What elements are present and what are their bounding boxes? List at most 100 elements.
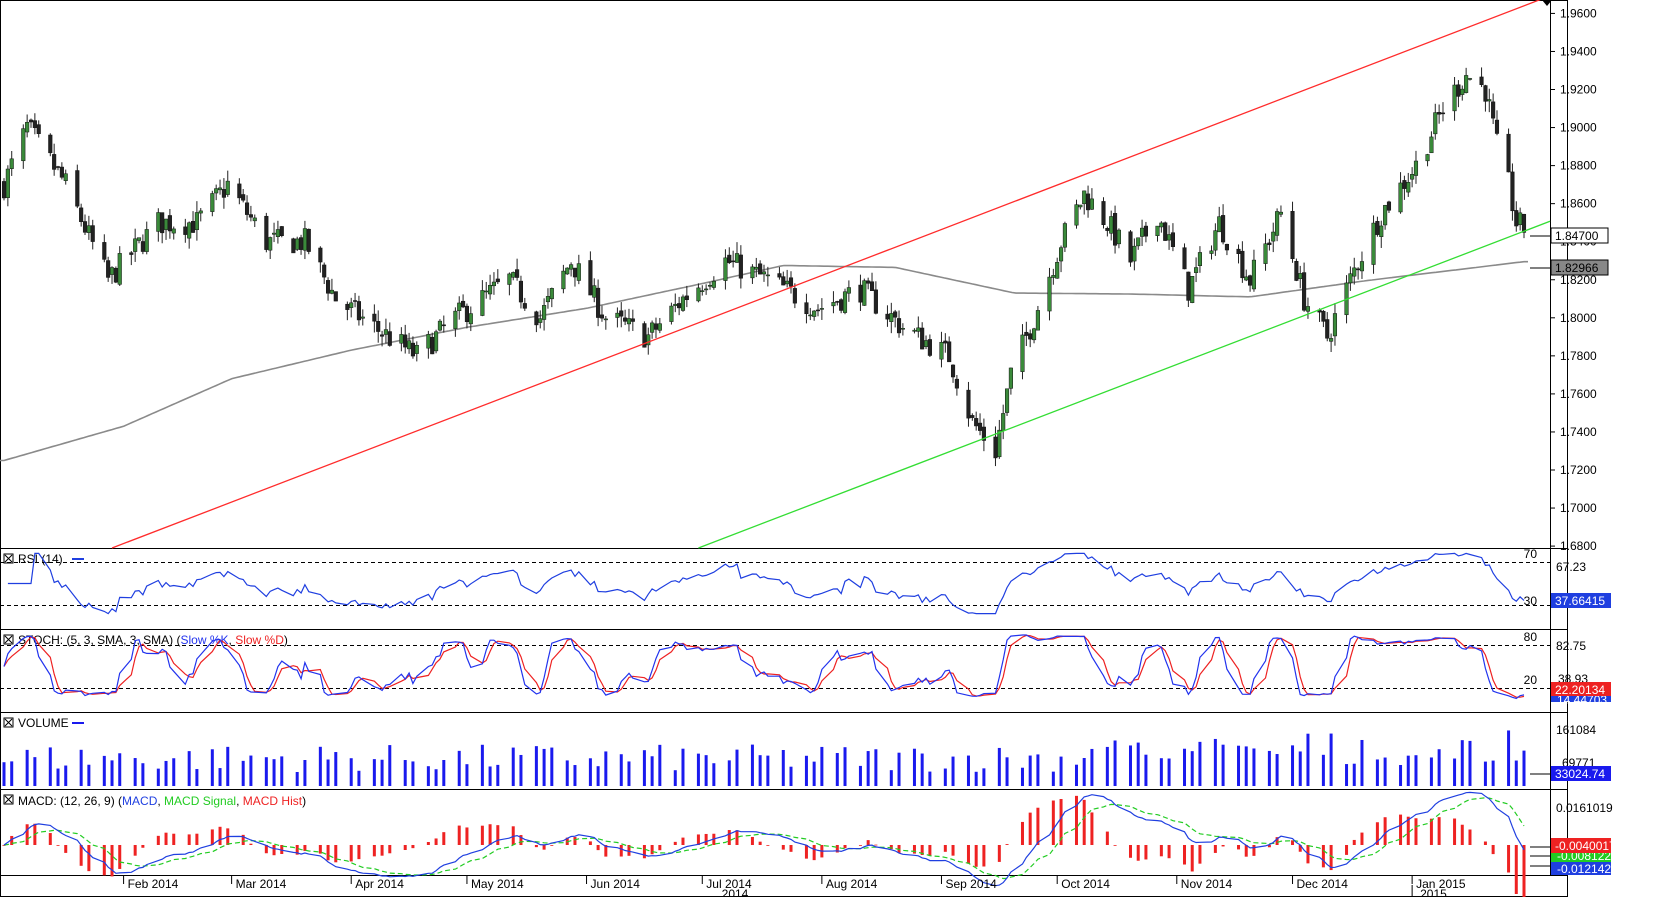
candle-body	[268, 237, 273, 251]
volume-bar	[10, 761, 14, 786]
macd-hist-bar	[750, 836, 754, 845]
candle-body	[561, 270, 566, 290]
volume-bar	[812, 761, 816, 786]
volume-bar	[1352, 763, 1356, 786]
macd-hist-bar	[411, 845, 415, 849]
macd-hist-bar	[627, 845, 631, 856]
volume-bar	[966, 755, 970, 786]
candle-body	[59, 166, 64, 178]
macd-signal-line	[3, 797, 1525, 880]
candle-body	[484, 290, 489, 293]
candle-body	[1379, 225, 1384, 237]
volume-bar	[596, 766, 600, 786]
macd-hist-bar	[496, 825, 500, 845]
candle-body	[684, 295, 689, 301]
candle-body	[5, 168, 10, 198]
volume-bar	[735, 749, 739, 786]
volume-bar	[295, 772, 299, 786]
price-tick-label: 1.8800	[1560, 159, 1597, 173]
candle-body	[295, 238, 300, 250]
candle-body	[1440, 112, 1446, 115]
candle-body	[79, 207, 84, 222]
candle-body	[160, 212, 165, 234]
candle-body	[808, 314, 813, 317]
candle-body	[387, 331, 392, 346]
volume-bar	[496, 764, 500, 786]
candle-body	[1062, 223, 1067, 248]
macd-hist-bar	[303, 845, 307, 851]
candle-body	[376, 321, 381, 332]
candle-body	[1194, 267, 1199, 273]
candle-body	[545, 296, 551, 303]
last-price-tag: 1.84700	[1530, 227, 1609, 244]
stoch-k-line	[3, 634, 1525, 700]
volume-bar	[141, 763, 145, 786]
candle-body	[48, 134, 53, 154]
macd-hist-bar	[480, 825, 484, 845]
macd-hist-bar	[2, 845, 6, 846]
macd-hist-bar	[1437, 817, 1441, 845]
candle-body	[603, 318, 608, 321]
macd-hist-bar	[334, 845, 338, 863]
macd-hist-bar	[789, 845, 793, 852]
x-year-label: 2014	[722, 887, 749, 897]
candle-body	[804, 302, 809, 315]
x-month-label: May 2014	[471, 877, 524, 891]
volume-bar	[1028, 755, 1032, 786]
candle-body	[491, 281, 496, 287]
candle-body	[734, 253, 740, 263]
volume-bar	[1244, 746, 1248, 786]
macd-hist-bar	[1105, 831, 1109, 845]
volume-bar	[1306, 733, 1310, 786]
candle-body	[781, 276, 786, 286]
volume-bar	[380, 759, 384, 786]
candle-body	[495, 278, 500, 283]
macd-hist-bar	[1267, 845, 1271, 848]
candle-body	[1028, 333, 1033, 340]
candle-body	[1089, 198, 1094, 210]
volume-bar	[357, 770, 361, 786]
candle-body	[1321, 310, 1326, 322]
macd-hist-bar	[1298, 845, 1302, 852]
volume-bar	[1275, 754, 1279, 786]
volume-bar	[403, 760, 407, 786]
candle-body	[1105, 228, 1110, 231]
candle-body	[1521, 213, 1527, 233]
candle-body	[1004, 388, 1010, 413]
candle-body	[846, 287, 851, 294]
candle-body	[657, 323, 662, 331]
price-tick-label: 1.7000	[1560, 501, 1597, 515]
candle-body	[885, 313, 890, 320]
volume-bar	[1460, 740, 1464, 786]
macd-hist-bar	[1074, 795, 1078, 845]
candle-body	[140, 241, 145, 252]
volume-bar	[997, 747, 1001, 786]
ma200-line	[0, 260, 1528, 462]
candle-body	[106, 260, 111, 278]
macd-hist-bar	[10, 835, 14, 845]
candle-body	[1082, 190, 1087, 205]
candle-body	[434, 331, 439, 352]
macd-hist-bar	[1005, 844, 1009, 845]
candle-body	[1437, 112, 1442, 115]
macd-hist-bar	[982, 845, 986, 867]
macd-close-icon[interactable]	[3, 794, 14, 805]
x-month-label: Oct 2014	[1061, 877, 1110, 891]
candle-body	[731, 260, 736, 263]
stoch-close-icon[interactable]	[3, 634, 14, 645]
price-tick-label: 1.7400	[1560, 425, 1597, 439]
candle-body	[615, 312, 620, 318]
volume-bar	[1036, 754, 1040, 786]
volume-bar	[750, 744, 754, 786]
candle-body	[291, 238, 296, 254]
macd-hist-bar	[835, 845, 839, 853]
macd-hist-bar	[141, 845, 145, 848]
candle-body	[461, 300, 466, 308]
candle-body	[1008, 367, 1013, 389]
candle-body	[1406, 182, 1411, 193]
macd-hist-bar	[1252, 845, 1256, 856]
volume-close-icon[interactable]	[3, 717, 14, 728]
candle-body	[927, 339, 932, 356]
candle-body	[136, 237, 142, 241]
candle-body	[507, 273, 512, 285]
